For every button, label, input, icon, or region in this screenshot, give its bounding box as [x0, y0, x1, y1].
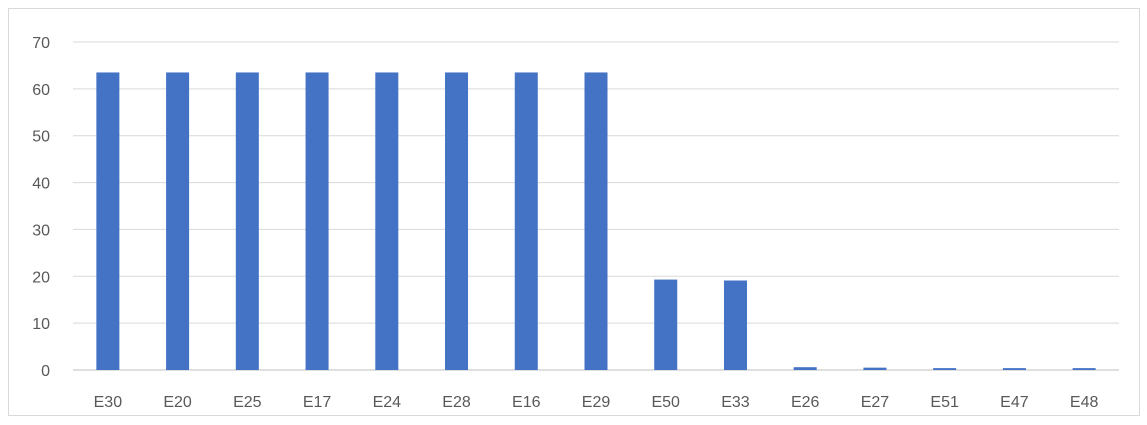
- x-tick-label: E33: [721, 394, 750, 411]
- y-tick-label: 20: [32, 269, 50, 286]
- y-tick-labels: 0 10 20 30 40 50 60 70: [32, 35, 50, 380]
- x-tick-label: E30: [94, 394, 123, 411]
- bar-E28: [445, 72, 469, 370]
- bar-E29: [584, 72, 608, 370]
- x-tick-label: E47: [1000, 394, 1029, 411]
- bar-E33: [723, 280, 747, 370]
- bar-E20: [166, 72, 190, 370]
- bar-E27: [863, 367, 887, 370]
- x-tick-label: E27: [861, 394, 890, 411]
- bar-E30: [96, 72, 120, 370]
- bar-E25: [235, 72, 259, 370]
- bar-E26: [793, 367, 817, 370]
- x-tick-label: E16: [512, 394, 541, 411]
- x-tick-label: E17: [303, 394, 332, 411]
- bar-E48: [1072, 368, 1096, 370]
- x-tick-label: E48: [1070, 394, 1099, 411]
- y-tick-label: 10: [32, 316, 50, 333]
- y-tick-label: 60: [32, 82, 50, 99]
- x-tick-label: E20: [163, 394, 192, 411]
- y-tick-label: 40: [32, 176, 50, 193]
- y-tick-label: 0: [41, 363, 50, 380]
- x-tick-label: E28: [442, 394, 471, 411]
- y-tick-label: 50: [32, 129, 50, 146]
- x-tick-label: E26: [791, 394, 820, 411]
- x-tick-label: E50: [651, 394, 680, 411]
- x-tick-label: E51: [930, 394, 959, 411]
- y-tick-label: 70: [32, 35, 50, 52]
- x-tick-label: E25: [233, 394, 262, 411]
- bar-E17: [305, 72, 329, 370]
- bar-E51: [933, 368, 957, 370]
- x-tick-labels: E30 E20 E25 E17 E24 E28 E16 E29 E50 E33 E26 E27 E51 E…: [94, 394, 1099, 411]
- chart-frame: [8, 8, 1140, 416]
- bar-E47: [1002, 368, 1026, 370]
- bars: [96, 72, 1096, 370]
- bar-E50: [654, 279, 678, 370]
- bar-E16: [514, 72, 538, 370]
- bar-E24: [375, 72, 399, 370]
- y-tick-label: 30: [32, 222, 50, 239]
- x-tick-label: E29: [582, 394, 611, 411]
- x-tick-label: E24: [373, 394, 402, 411]
